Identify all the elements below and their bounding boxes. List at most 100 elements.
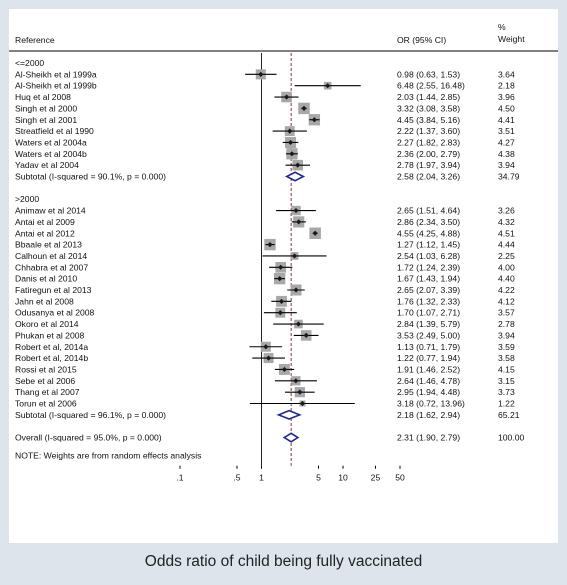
study-label: Al-Sheikh et al 1999a	[15, 69, 97, 79]
study-or-ci: 1.76 (1.32, 2.33)	[397, 296, 460, 306]
study-weight: 4.51	[498, 228, 515, 238]
study-weight: 3.26	[498, 206, 515, 216]
study-or-ci: 1.72 (1.24, 2.39)	[397, 262, 460, 272]
study-or-ci: 6.48 (2.55, 16.48)	[397, 81, 465, 91]
study-or-ci: 0.98 (0.63, 1.53)	[397, 69, 460, 79]
subtotal-diamond	[284, 171, 306, 182]
study-weight: 3.57	[498, 308, 515, 318]
study-point	[278, 298, 285, 304]
study-weight: 4.15	[498, 364, 515, 374]
study-weight: 3.73	[498, 387, 515, 397]
study-label: Odusanya et al 2008	[15, 308, 95, 318]
study-weight: 4.41	[498, 115, 515, 125]
overall-weight: 100.00	[498, 433, 525, 443]
study-label: Phukan et al 2008	[15, 330, 85, 340]
study-or-ci: 1.67 (1.43, 1.94)	[397, 274, 460, 284]
study-or-ci: 2.84 (1.39, 5.79)	[397, 319, 460, 329]
study-label: Fatiregun et al 2013	[15, 285, 92, 295]
x-tick-label: .5	[233, 473, 240, 483]
header-weight-pct: %	[498, 22, 506, 32]
x-tick-label: 5	[316, 473, 321, 483]
group-label: >2000	[15, 194, 39, 204]
study-point	[293, 207, 299, 214]
subtotal-or-ci: 2.58 (2.04, 3.26)	[397, 172, 460, 182]
study-label: Thang et al 2007	[15, 387, 80, 397]
study-point	[325, 83, 331, 89]
study-or-ci: 2.78 (1.97, 3.94)	[397, 160, 460, 170]
study-weight: 4.12	[498, 296, 515, 306]
study-weight: 4.40	[498, 274, 515, 284]
weights-note: NOTE: Weights are from random effects an…	[15, 451, 201, 461]
study-point	[296, 219, 302, 225]
x-tick-label: 10	[338, 473, 348, 483]
study-point	[295, 162, 301, 168]
study-point	[289, 151, 295, 157]
study-point	[283, 94, 290, 100]
study-or-ci: 4.55 (4.25, 4.88)	[397, 228, 460, 238]
subtotal-or-ci: 2.18 (1.62, 2.94)	[397, 410, 460, 420]
study-or-ci: 1.70 (1.07, 2.71)	[397, 308, 460, 318]
study-weight: 3.94	[498, 160, 515, 170]
study-weight: 3.94	[498, 330, 515, 340]
study-weight: 3.96	[498, 92, 515, 102]
study-weight: 4.44	[498, 240, 515, 250]
study-point	[301, 105, 307, 111]
subtotal-diamond	[276, 409, 302, 420]
header-reference: Reference	[15, 35, 55, 45]
study-point	[277, 276, 283, 282]
study-label: Al-Sheikh et al 1999b	[15, 81, 97, 91]
study-point	[299, 400, 306, 407]
study-point	[281, 366, 288, 373]
study-label: Yadav et al 2004	[15, 160, 79, 170]
subtotal-label: Subtotal (I-squared = 90.1%, p = 0.000)	[15, 172, 166, 182]
study-label: Danis et al 2010	[15, 274, 77, 284]
study-point	[293, 378, 299, 384]
subtotal-weight: 34.79	[498, 172, 520, 182]
study-label: Animaw et al 2014	[15, 206, 86, 216]
study-weight: 1.22	[498, 399, 515, 409]
overall-label: Overall (I-squared = 95.0%, p = 0.000)	[15, 433, 162, 443]
study-or-ci: 2.64 (1.46, 4.78)	[397, 376, 460, 386]
study-label: Waters et al 2004a	[15, 137, 87, 147]
header-weight: Weight	[498, 34, 525, 44]
study-point	[295, 321, 302, 327]
forest-plot: Reference OR (95% CI)%Weight<=2000Al-Shei…	[9, 22, 558, 483]
study-label: Singh et al 2001	[15, 115, 77, 125]
study-label: Sebe et al 2006	[15, 376, 75, 386]
study-weight: 4.00	[498, 262, 515, 272]
study-weight: 3.51	[498, 126, 515, 136]
study-label: Rossi et al 2015	[15, 364, 77, 374]
study-weight: 2.78	[498, 319, 515, 329]
study-point	[263, 344, 269, 350]
study-weight: 4.27	[498, 137, 515, 147]
study-label: Antai et al 2009	[15, 217, 75, 227]
study-or-ci: 2.86 (2.34, 3.50)	[397, 217, 460, 227]
study-point	[311, 117, 317, 123]
study-weight: 4.22	[498, 285, 515, 295]
study-or-ci: 1.27 (1.12, 1.45)	[397, 240, 460, 250]
x-axis-title: Odds ratio of child being fully vaccinat…	[144, 553, 423, 570]
study-point	[287, 139, 294, 146]
study-weight: 2.18	[498, 81, 515, 91]
study-point	[303, 332, 309, 338]
study-point	[312, 230, 318, 236]
study-or-ci: 2.22 (1.37, 3.60)	[397, 126, 460, 136]
study-or-ci: 1.91 (1.46, 2.52)	[397, 364, 460, 374]
x-tick-label: .1	[176, 473, 183, 483]
subtotal-weight: 65.21	[498, 410, 520, 420]
study-label: Bbaale et al 2013	[15, 240, 82, 250]
study-point	[293, 287, 299, 293]
study-label: Calhoun et al 2014	[15, 251, 87, 261]
study-point	[277, 310, 283, 316]
study-label: Jahn et al 2008	[15, 296, 74, 306]
overall-diamond	[282, 432, 300, 443]
study-point	[297, 389, 303, 395]
study-weight: 4.38	[498, 149, 515, 159]
study-label: Huq et al 2008	[15, 92, 71, 102]
study-or-ci: 1.13 (0.71, 1.79)	[397, 342, 460, 352]
study-or-ci: 2.65 (1.51, 4.64)	[397, 206, 460, 216]
study-label: Robert et al, 2014b	[15, 353, 88, 363]
header-or-ci: OR (95% CI)	[397, 35, 446, 45]
study-weight: 3.64	[498, 69, 515, 79]
study-weight: 4.50	[498, 103, 515, 113]
